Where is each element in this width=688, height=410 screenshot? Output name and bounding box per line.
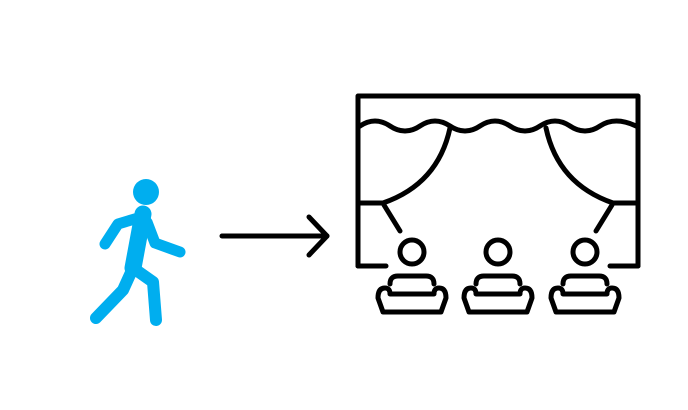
audience-head xyxy=(397,237,427,267)
audience-head xyxy=(483,237,513,267)
audience-seat xyxy=(548,273,622,315)
curtain-left xyxy=(380,125,453,206)
walking-person-icon xyxy=(90,179,186,326)
audience-seat xyxy=(461,273,535,315)
theater-stage-icon xyxy=(355,93,641,269)
right-arrow-icon xyxy=(219,214,330,258)
audience-member-icon xyxy=(375,237,449,315)
audience-head xyxy=(570,237,600,267)
stage-frame xyxy=(355,93,641,269)
audience-group xyxy=(375,237,622,315)
curtain-right xyxy=(543,125,616,206)
audience-member-icon xyxy=(461,237,535,315)
audience-member-icon xyxy=(548,237,622,315)
audience-seat xyxy=(375,273,449,315)
curtain-valance xyxy=(357,118,639,134)
